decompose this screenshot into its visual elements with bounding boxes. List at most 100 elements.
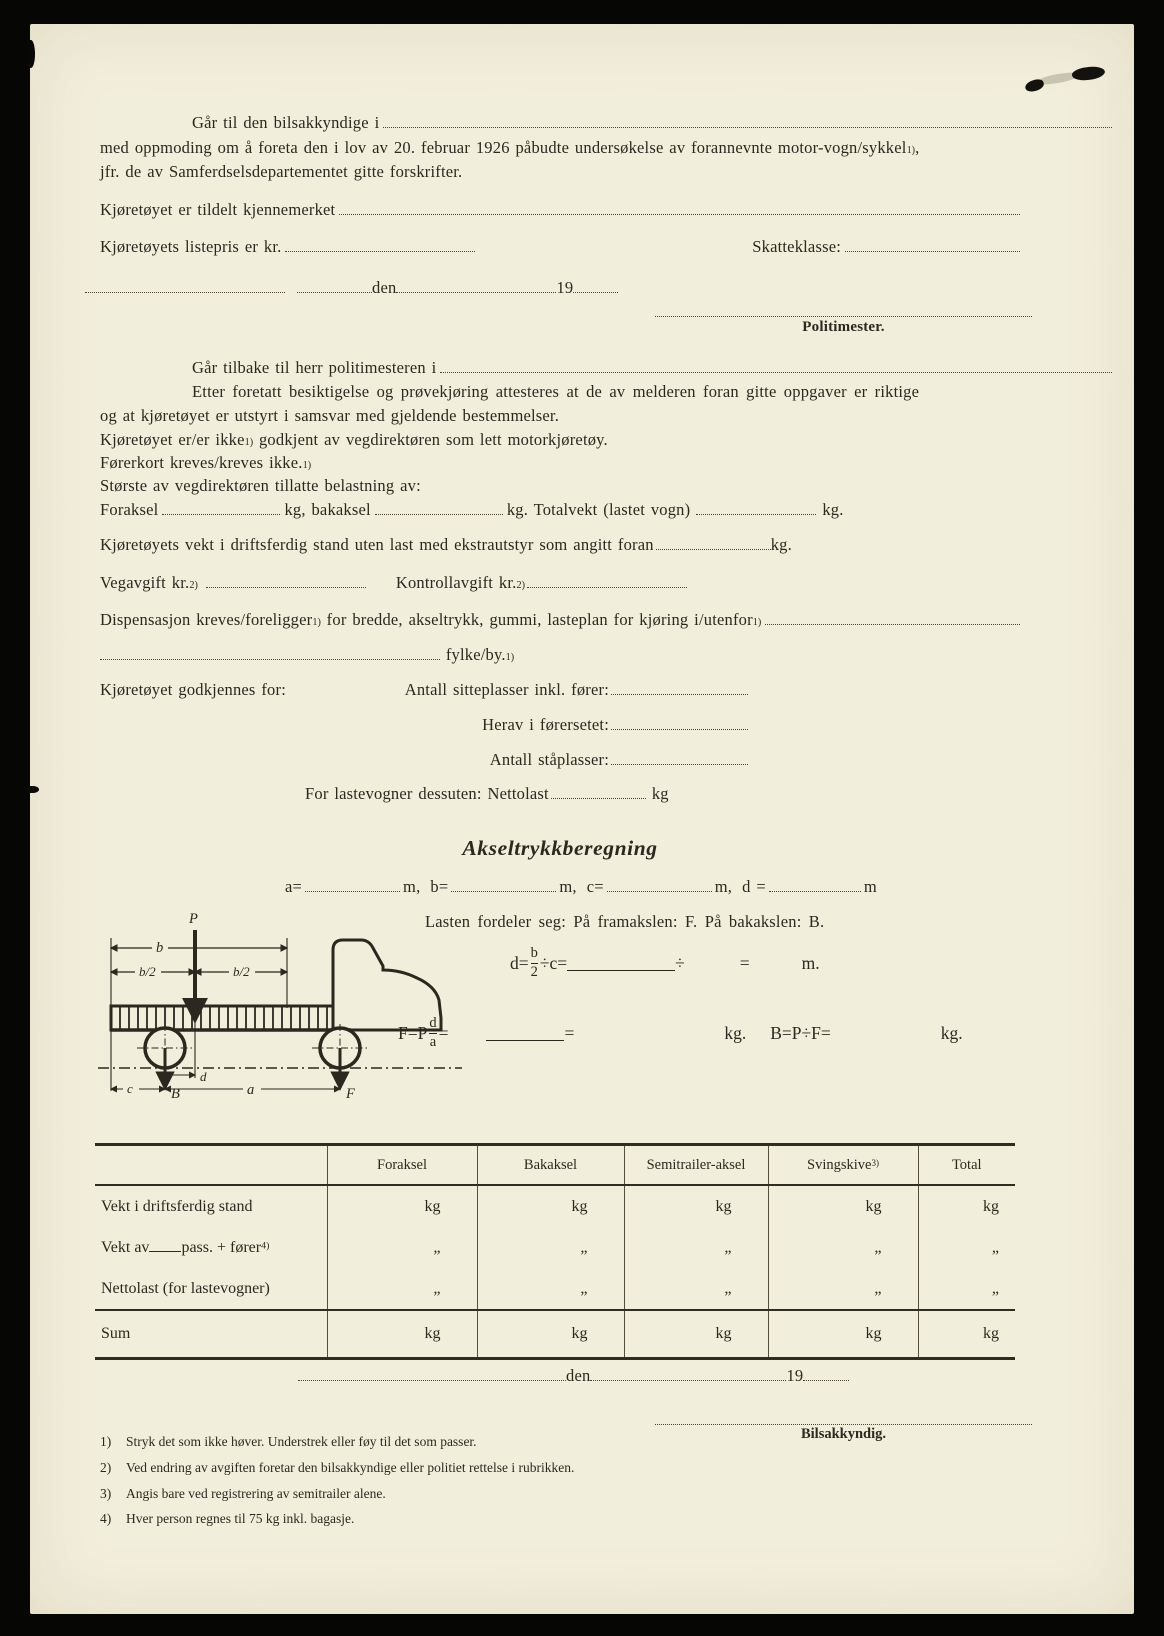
net-load-label: For lastevogner dessuten: Nettolast — [305, 784, 549, 803]
cell-ditto: „ — [917, 1268, 1015, 1310]
gap — [746, 1033, 770, 1034]
numerator: d — [429, 1015, 437, 1032]
label-gap — [123, 1082, 139, 1095]
dim-a-label: a= — [285, 877, 303, 896]
rear-axle-b-label: B — [171, 1086, 180, 1100]
dim-b-label: b — [156, 940, 163, 956]
total-weight-label: kg. Totalvekt (lastet vogn) — [506, 500, 691, 519]
label-gap — [229, 964, 255, 978]
cell-unit: kg — [623, 1185, 768, 1227]
dim-b-label: b= — [430, 877, 449, 896]
dispensation-text: Dispensasjon kreves/foreligger — [100, 610, 313, 629]
police-signature-role: Politimester. — [655, 316, 1032, 338]
col-total: Total — [917, 1144, 1015, 1186]
field-sent-to-expert: Går til den bilsakkyndige i — [100, 112, 1112, 134]
footnote-3: 3) Angis bare ved registrering av semitr… — [100, 1486, 386, 1502]
license-text: Førerkort kreves/kreves ikke. — [100, 453, 303, 472]
formula-f-unit2: kg. — [940, 1022, 963, 1043]
footnote-marker: 3) — [100, 1486, 112, 1501]
table-sum-row: Sum kg kg kg kg kg — [95, 1309, 1015, 1359]
cell-unit: kg — [476, 1185, 624, 1227]
fill-line — [573, 289, 619, 293]
fill-line — [803, 1377, 850, 1381]
fill-line — [440, 369, 1112, 373]
fill-line — [298, 1377, 566, 1381]
attest-text2: og at kjøretøyet er utstyrt i samsvar me… — [100, 406, 560, 425]
footnote-ref-4: 4) — [261, 1240, 270, 1252]
county-line: fylke/by. 1) — [100, 644, 514, 669]
fill-line — [451, 888, 557, 892]
approved-light-vehicle-line: Kjøretøyet er/er ikke 1) godkjent av vegd… — [100, 429, 608, 454]
tax-class-label: Skatteklasse: — [752, 237, 841, 256]
road-tax-label: Vegavgift kr. — [100, 573, 190, 592]
label-gap — [243, 1082, 261, 1095]
fill-line — [696, 511, 817, 515]
equals-sign: = — [438, 1022, 449, 1043]
equals-sign: = — [739, 952, 750, 973]
formula-d-unit: m. — [801, 952, 820, 973]
request-text2: jfr. de av Samferdselsdepartementet gitt… — [100, 162, 463, 181]
fill-line — [85, 289, 285, 293]
footnote-ref-3: 3) — [871, 1157, 879, 1168]
max-load-heading: Største av vegdirektøren tillatte belast… — [100, 475, 421, 497]
curb-weight-label: Kjøretøyets vekt i driftsferdig stand ut… — [100, 535, 654, 554]
cell-ditto: „ — [476, 1268, 624, 1310]
rear-axle-label: kg, bakaksel — [284, 500, 371, 519]
denominator: a — [429, 1033, 437, 1050]
fill-line — [305, 888, 401, 892]
label-part: Vekt av — [101, 1238, 150, 1256]
fraction-d-over-a: d a — [429, 1015, 437, 1050]
request-text-line1: med oppmoding om å foreta den i lov av 2… — [100, 137, 1020, 162]
year-prefix: 19 — [786, 1366, 804, 1385]
cell-unit: kg — [326, 1185, 477, 1227]
empty-header — [95, 1144, 327, 1186]
divide-sign: ÷ — [675, 952, 685, 973]
header-label: Total — [951, 1156, 982, 1173]
cell-ditto: „ — [623, 1268, 768, 1310]
blank-result-line — [567, 955, 676, 971]
driver-seat-label: Herav i førersetet: — [482, 715, 609, 734]
footnote-text: Hver person regnes til 75 kg inkl. bagas… — [126, 1511, 355, 1526]
expert-signature-role: Bilsakkyndig. — [655, 1426, 1032, 1443]
curb-weight-unit: kg. — [770, 535, 792, 554]
col-bakaksel: Bakaksel — [476, 1144, 624, 1186]
net-load-line: For lastevogner dessuten: Nettolast kg — [305, 783, 669, 805]
request-text: med oppmoding om å foreta den i lov av 2… — [100, 138, 907, 157]
cell-unit: kg — [917, 1185, 1015, 1227]
fill-line — [339, 211, 1020, 215]
footnote-4: 4) Hver person regnes til 75 kg inkl. ba… — [100, 1511, 354, 1527]
dispensation-line: Dispensasjon kreves/foreligger 1) for bre… — [100, 609, 1020, 634]
fill-line — [611, 726, 748, 730]
load-p-label: P — [188, 911, 198, 927]
col-foraksel: Foraksel — [326, 1144, 477, 1186]
field-place-and-date: den 19 — [85, 277, 619, 299]
scanned-form-sheet: Går til den bilsakkyndige i med oppmodin… — [27, 24, 1134, 1614]
control-fee-label: Kontrollavgift kr. — [395, 573, 517, 592]
curb-weight-line: Kjøretøyets vekt i driftsferdig stand ut… — [100, 534, 792, 556]
fill-line — [396, 289, 557, 293]
dim-b2-right-label: b/2 — [233, 964, 250, 979]
fill-line — [100, 656, 440, 660]
cell-unit: kg — [476, 1309, 624, 1359]
fraction-bar — [429, 1032, 437, 1034]
footnote-ref-1: 1) — [906, 145, 916, 156]
cell-unit: kg — [767, 1309, 918, 1359]
fill-line — [845, 248, 1020, 252]
footnote-text: Ved endring av avgiften foretar den bils… — [126, 1460, 575, 1475]
max-load-text: Største av vegdirektøren tillatte belast… — [100, 476, 421, 495]
truck-axle-diagram: P b b/2 b/2 d c a B F — [98, 911, 462, 1100]
table-row: Vekt i driftsferdig stand kg kg kg kg kg — [95, 1185, 1015, 1227]
footnote-ref-1: 1) — [312, 617, 321, 628]
kg-unit: kg. — [822, 500, 844, 519]
request-text-line2: jfr. de av Samferdselsdepartementet gitt… — [100, 161, 462, 183]
fill-line — [606, 888, 712, 892]
header-label: Bakaksel — [523, 1156, 578, 1173]
dim-b-unit: m, — [559, 877, 577, 896]
standing-places-line: Antall ståplasser: — [100, 749, 748, 771]
cell-unit: kg — [767, 1185, 918, 1227]
gap — [574, 1033, 724, 1034]
front-axle-label: Foraksel — [100, 500, 159, 519]
plate-label: Kjøretøyet er tildelt kjennemerket — [100, 200, 336, 219]
footnote-marker: 1) — [100, 1434, 112, 1449]
dim-c-label: c= — [586, 877, 604, 896]
